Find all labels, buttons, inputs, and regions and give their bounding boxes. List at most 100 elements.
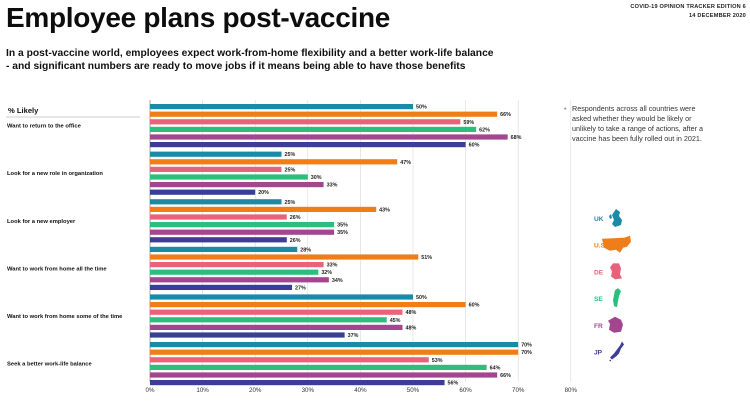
category-label: Look for a new employer: [7, 219, 76, 225]
data-label: 26%: [290, 238, 301, 244]
bar: [150, 277, 329, 283]
bar: [150, 159, 398, 165]
y-axis-label: % Likely: [8, 106, 39, 115]
bar: [150, 182, 324, 188]
data-label: 25%: [285, 200, 296, 206]
data-label: 50%: [416, 105, 427, 111]
data-label: 20%: [258, 190, 269, 196]
data-label: 33%: [327, 183, 338, 189]
subtitle-line-1: In a post-vaccine world, employees expec…: [6, 48, 494, 59]
data-label: 25%: [285, 167, 296, 173]
data-label: 50%: [416, 295, 427, 301]
germany-map-icon: [610, 263, 622, 280]
bar: [150, 206, 377, 212]
x-tick-label: 60%: [459, 387, 472, 394]
category-label: Seek a better work-life balance: [7, 362, 93, 368]
bar: [150, 332, 345, 338]
page-title: Employee plans post-vaccine: [6, 2, 391, 33]
subtitle: In a post-vaccine world, employees expec…: [6, 47, 566, 73]
bar: [150, 104, 413, 110]
data-label: 33%: [327, 263, 338, 269]
bar: [150, 309, 403, 315]
bar: [150, 294, 413, 300]
data-label: 70%: [521, 343, 532, 349]
edition-info: COVID-19 OPINION TRACKER EDITION 6 14 DE…: [630, 3, 746, 21]
france-map-icon: [608, 316, 623, 333]
data-label: 60%: [469, 303, 480, 309]
data-label: 48%: [405, 310, 416, 316]
data-label: 32%: [321, 270, 332, 276]
data-label: 28%: [300, 247, 311, 253]
x-tick-label: 10%: [196, 387, 209, 394]
data-label: 62%: [479, 127, 490, 133]
bar: [150, 284, 293, 290]
data-label: 60%: [469, 143, 480, 149]
legend-label: U.S.: [594, 243, 607, 250]
bar: [150, 229, 335, 235]
data-label: 35%: [337, 230, 348, 236]
x-tick-label: 70%: [512, 387, 525, 394]
bar: [150, 349, 519, 355]
bar: [150, 134, 508, 140]
sweden-map-icon: [613, 288, 621, 308]
bar: [150, 126, 477, 132]
bar: [150, 262, 324, 268]
data-label: 66%: [500, 373, 511, 379]
data-label: 45%: [390, 318, 401, 324]
data-label: 37%: [348, 333, 359, 339]
x-tick-label: 0%: [146, 387, 155, 394]
bar: [150, 317, 387, 323]
bar: [150, 269, 319, 275]
japan-map-icon: [609, 341, 624, 362]
data-label: 59%: [463, 120, 474, 126]
bar: [150, 380, 445, 386]
legend-label: FR: [594, 323, 603, 330]
legend-label: UK: [594, 216, 604, 223]
data-label: 53%: [432, 358, 443, 364]
uk-map-icon: [609, 209, 622, 227]
bar: [150, 357, 429, 363]
x-tick-label: 30%: [302, 387, 315, 394]
data-label: 43%: [379, 207, 390, 213]
data-label: 26%: [290, 215, 301, 221]
data-label: 64%: [490, 365, 501, 371]
edition-label: COVID-19 OPINION TRACKER EDITION 6: [630, 4, 746, 10]
bar: [150, 364, 487, 370]
data-label: 47%: [400, 160, 411, 166]
bar: [150, 142, 466, 148]
subtitle-line-2: - and significant numbers are ready to m…: [6, 61, 466, 72]
bar: [150, 246, 298, 252]
data-label: 48%: [405, 325, 416, 331]
category-label: Want to work from home some of the time: [7, 314, 123, 320]
bar: [150, 151, 282, 157]
bar: [150, 372, 498, 378]
data-label: 34%: [332, 278, 343, 284]
legend-label: SE: [594, 296, 603, 303]
legend-label: JP: [594, 350, 603, 357]
side-note-text: Respondents across all countries were as…: [572, 104, 704, 143]
category-label: Look for a new role in organization: [7, 171, 103, 177]
x-tick-label: 50%: [407, 387, 420, 394]
bar: [150, 189, 256, 195]
data-label: 66%: [500, 112, 511, 118]
bar: [150, 174, 308, 180]
data-label: 25%: [285, 152, 296, 158]
side-note: • Respondents across all countries were …: [564, 104, 710, 144]
bar: [150, 302, 466, 308]
bar: [150, 199, 282, 205]
us-map-icon: [602, 235, 631, 253]
edition-date: 14 DECEMBER 2020: [689, 13, 746, 19]
bar: [150, 342, 519, 348]
x-tick-label: 80%: [565, 387, 578, 394]
x-tick-label: 20%: [249, 387, 262, 394]
data-label: 35%: [337, 223, 348, 229]
data-label: 70%: [521, 350, 532, 356]
x-tick-label: 40%: [354, 387, 367, 394]
bar: [150, 237, 287, 243]
bar: [150, 214, 287, 220]
bullet-icon: •: [564, 104, 567, 113]
bar: [150, 222, 335, 228]
bar: [150, 119, 461, 125]
legend-label: DE: [594, 269, 604, 276]
